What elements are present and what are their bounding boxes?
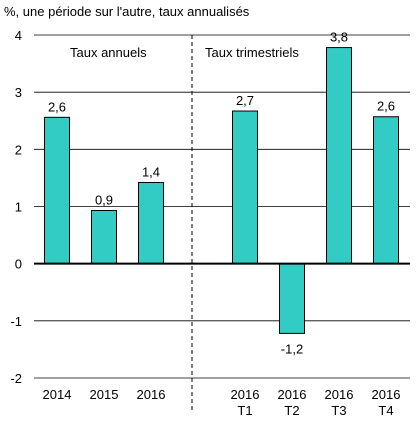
data-label: 2,6 (48, 99, 66, 114)
chart-title: %, une période sur l'autre, taux annuali… (4, 4, 250, 19)
y-tick-label: 3 (15, 85, 22, 100)
bar (326, 47, 352, 265)
bar (44, 116, 70, 265)
bar (373, 116, 399, 265)
category-label: 2015 (90, 387, 119, 402)
group-label-quarterly: Taux trimestriels (205, 45, 299, 60)
group-label-annual: Taux annuels (70, 45, 147, 60)
y-axis-tick-labels: -2 -1 0 1 2 3 4 (10, 28, 22, 386)
category-label-quarter: T3 (331, 403, 346, 418)
y-tick-label: 4 (15, 28, 22, 43)
y-tick-label: -2 (10, 371, 22, 386)
grid-lines (34, 34, 410, 379)
category-label: 2014 (43, 387, 72, 402)
data-label: 2,7 (236, 93, 254, 108)
data-label: 1,4 (142, 164, 160, 179)
category-label: 2016 (325, 387, 354, 402)
category-label-quarter: T2 (284, 403, 299, 418)
data-label: 3,8 (330, 30, 348, 45)
y-tick-label: 0 (15, 257, 22, 272)
data-labels: 2,6 0,9 1,4 2,7 -1,2 3,8 2,6 (48, 30, 395, 357)
category-label: 2016 (231, 387, 260, 402)
bar (138, 181, 164, 265)
y-tick-label: -1 (10, 314, 22, 329)
data-label: 0,9 (95, 193, 113, 208)
category-label: 2016 (372, 387, 401, 402)
category-label: 2016 (137, 387, 166, 402)
y-tick-label: 1 (15, 200, 22, 215)
category-label-quarter: T4 (378, 403, 393, 418)
bar (91, 210, 117, 265)
data-label: -1,2 (281, 341, 303, 356)
bar (279, 263, 305, 334)
category-label: 2016 (278, 387, 307, 402)
y-tick-label: 2 (15, 142, 22, 157)
bar (232, 110, 258, 265)
bars (44, 47, 399, 334)
category-label-quarter: T1 (237, 403, 252, 418)
data-label: 2,6 (377, 99, 395, 114)
